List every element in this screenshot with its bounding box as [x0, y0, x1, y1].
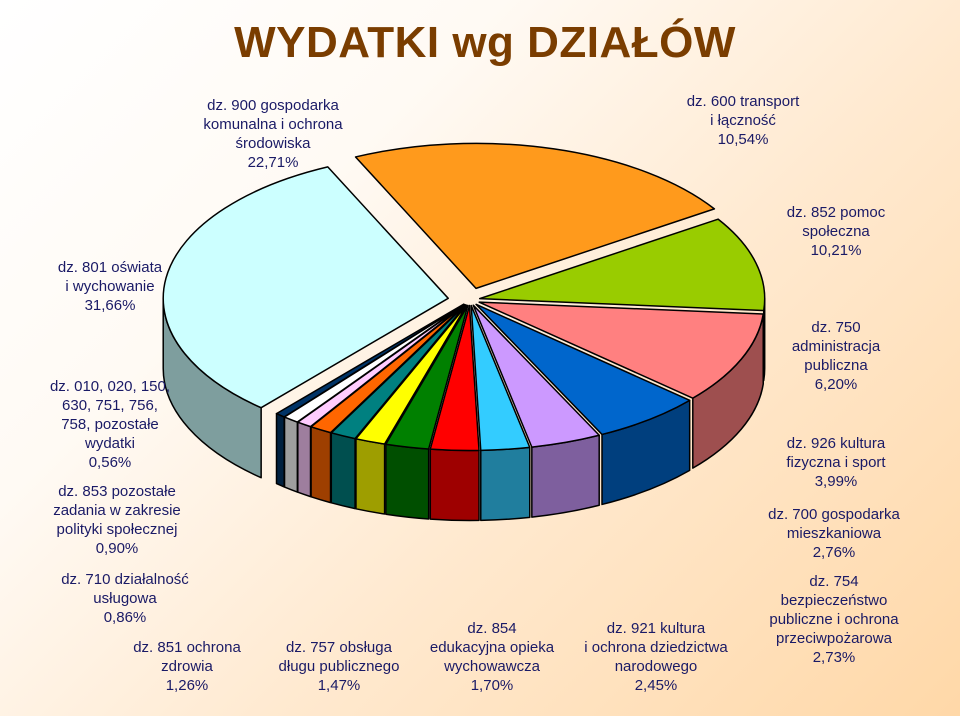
slice-label-700: dz. 700 gospodarka mieszkaniowa 2,76%: [768, 506, 900, 561]
slice-label-750: dz. 750 administracja publiczna 6,20%: [791, 319, 881, 393]
slice-label-600: dz. 600 transport i łączność 10,54%: [686, 93, 800, 148]
slice-label-852: dz. 852 pomoc społeczna 10,21%: [786, 204, 886, 259]
pie-slice-3: [475, 303, 691, 436]
pie-slice-side-12: [283, 416, 299, 493]
slice-label-854: dz. 854 edukacyjna opieka wychowawcza 1,…: [429, 620, 555, 694]
pie-slice-0: [354, 142, 716, 290]
pie-slice-side-5: [480, 446, 531, 522]
slice-label-921: dz. 921 kultura i ochrona dziedzictwa na…: [584, 620, 728, 694]
slice-label-851: dz. 851 ochrona zdrowia 1,26%: [133, 639, 241, 694]
slice-label-other: dz. 010, 020, 150, 630, 751, 756, 758, p…: [49, 378, 171, 471]
pie-slice-side-7: [385, 443, 430, 520]
slice-label-710: dz. 710 działalność usługowa 0,86%: [61, 571, 189, 626]
slice-label-853: dz. 853 pozostałe zadania w zakresie pol…: [53, 483, 181, 557]
pie-slice-8: [355, 304, 468, 445]
pie-slice-1: [478, 218, 766, 312]
chart-title: WYDATKI wg DZIAŁÓW: [234, 18, 736, 67]
pie-slice-4: [472, 304, 600, 448]
pie-slice-side-10: [310, 426, 332, 504]
pie-slice-6: [429, 304, 480, 452]
pie-slice-side-11: [297, 421, 312, 498]
pie-slice-side-6: [429, 448, 480, 522]
pie-slice-7: [385, 304, 469, 450]
pie-slice-2: [478, 301, 764, 399]
pie-slice-side-8: [355, 438, 386, 515]
pie-slice-side-9: [330, 432, 356, 510]
slice-label-754: dz. 754 bezpieczeństwo publiczne i ochro…: [769, 573, 899, 666]
pie-slice-side-13: [275, 412, 285, 488]
slice-label-900: dz. 900 gospodarka komunalna i ochrona ś…: [203, 97, 343, 171]
slice-label-801: dz. 801 oświata i wychowanie 31,66%: [57, 259, 163, 314]
pie-slice-side-4: [531, 434, 600, 518]
slice-label-757: dz. 757 obsługa długu publicznego 1,47%: [278, 639, 400, 694]
pie-slice-14: [162, 166, 449, 409]
slice-label-926: dz. 926 kultura fizyczna i sport 3,99%: [786, 435, 886, 490]
pie-slice-13: [275, 303, 465, 418]
pie-slice-5: [470, 304, 531, 452]
